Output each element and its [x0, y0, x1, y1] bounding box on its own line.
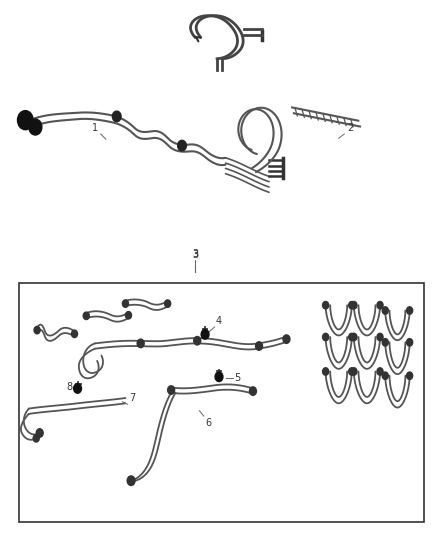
Text: 5: 5	[234, 373, 240, 383]
Circle shape	[406, 338, 413, 346]
Text: 1: 1	[92, 123, 98, 133]
Circle shape	[125, 312, 131, 319]
Text: 2: 2	[347, 123, 353, 133]
Circle shape	[18, 111, 33, 130]
Circle shape	[377, 302, 383, 309]
Circle shape	[215, 372, 223, 382]
Circle shape	[322, 368, 328, 375]
Circle shape	[165, 300, 171, 308]
Circle shape	[36, 429, 43, 437]
Text: 6: 6	[205, 418, 212, 427]
Circle shape	[138, 340, 144, 347]
Circle shape	[194, 336, 201, 345]
Circle shape	[33, 434, 39, 442]
Circle shape	[250, 387, 256, 395]
Circle shape	[351, 302, 357, 309]
Circle shape	[29, 119, 42, 135]
Text: 7: 7	[129, 393, 135, 403]
Text: 8: 8	[66, 382, 72, 392]
Circle shape	[351, 333, 357, 341]
Circle shape	[113, 111, 121, 122]
Circle shape	[83, 312, 89, 319]
Circle shape	[71, 330, 78, 337]
Circle shape	[406, 307, 413, 314]
Circle shape	[201, 329, 209, 339]
Bar	[19, 284, 424, 522]
Circle shape	[283, 335, 290, 343]
Circle shape	[382, 372, 389, 379]
Circle shape	[382, 307, 389, 314]
Circle shape	[406, 372, 413, 379]
Circle shape	[377, 333, 383, 341]
Circle shape	[255, 342, 262, 350]
Text: 4: 4	[216, 316, 222, 326]
Text: 3: 3	[192, 248, 198, 259]
Circle shape	[349, 333, 355, 341]
Circle shape	[127, 476, 135, 486]
Circle shape	[349, 368, 355, 375]
Circle shape	[322, 333, 328, 341]
Circle shape	[34, 326, 40, 334]
Text: 3: 3	[192, 250, 198, 260]
Circle shape	[322, 302, 328, 309]
Circle shape	[178, 140, 186, 151]
Circle shape	[168, 386, 175, 394]
Circle shape	[382, 338, 389, 346]
Circle shape	[349, 302, 355, 309]
Circle shape	[74, 384, 81, 393]
Circle shape	[377, 368, 383, 375]
Circle shape	[137, 339, 144, 348]
Circle shape	[351, 368, 357, 375]
Circle shape	[122, 300, 128, 308]
